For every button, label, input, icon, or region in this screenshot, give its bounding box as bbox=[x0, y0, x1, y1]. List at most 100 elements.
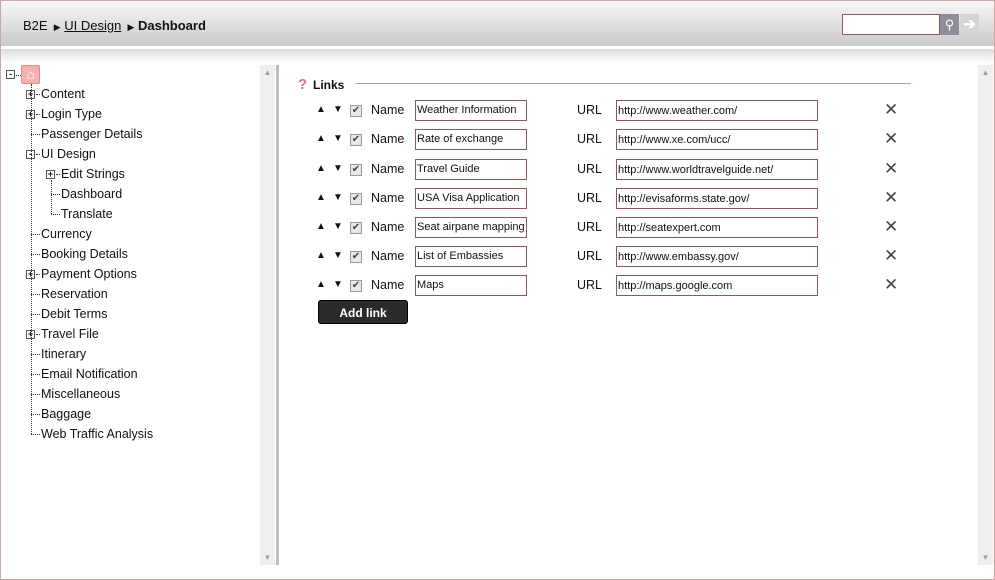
header-shadow bbox=[1, 49, 994, 63]
breadcrumb: B2E ▶ UI Design ▶ Dashboard bbox=[23, 18, 206, 33]
move-down-icon[interactable]: ▼ bbox=[333, 250, 343, 261]
search-input[interactable] bbox=[842, 14, 940, 35]
link-url-input[interactable] bbox=[616, 246, 818, 267]
enabled-checkbox[interactable]: ✔ bbox=[350, 251, 362, 263]
link-url-input[interactable] bbox=[616, 100, 818, 121]
tree-item[interactable]: Payment Options bbox=[41, 267, 137, 281]
link-name-input[interactable]: Seat airpane mapping bbox=[415, 217, 527, 238]
tree-item[interactable]: Login Type bbox=[41, 107, 102, 121]
enabled-checkbox[interactable]: ✔ bbox=[350, 134, 362, 146]
move-down-icon[interactable]: ▼ bbox=[333, 279, 343, 290]
tree-item[interactable]: Debit Terms bbox=[41, 307, 108, 321]
tree-connector bbox=[51, 180, 52, 214]
tree-item[interactable]: Travel File bbox=[41, 327, 99, 341]
scroll-up-icon[interactable]: ▲ bbox=[263, 68, 272, 77]
tree-connector bbox=[31, 394, 40, 395]
breadcrumb-link-ui-design[interactable]: UI Design bbox=[64, 18, 122, 33]
link-url-input[interactable] bbox=[616, 159, 818, 180]
scroll-down-icon[interactable]: ▼ bbox=[263, 553, 272, 562]
delete-icon[interactable]: ✕ bbox=[884, 100, 899, 119]
url-label: URL bbox=[577, 191, 603, 205]
move-up-icon[interactable]: ▲ bbox=[316, 163, 326, 174]
move-up-icon[interactable]: ▲ bbox=[316, 221, 326, 232]
tree-item[interactable]: Passenger Details bbox=[41, 127, 143, 141]
tree-connector bbox=[31, 234, 40, 235]
link-url-input[interactable] bbox=[616, 275, 818, 296]
scroll-down-icon[interactable]: ▼ bbox=[981, 553, 990, 562]
go-button[interactable]: ➔ bbox=[960, 14, 979, 35]
move-up-icon[interactable]: ▲ bbox=[316, 279, 326, 290]
scroll-up-icon[interactable]: ▲ bbox=[981, 68, 990, 77]
link-name-input[interactable]: List of Embassies bbox=[415, 246, 527, 267]
tree-connector bbox=[16, 75, 21, 76]
link-name-input[interactable]: Weather Information bbox=[415, 100, 527, 121]
expander-icon[interactable]: + bbox=[26, 109, 35, 119]
home-icon[interactable]: ⌂ bbox=[21, 65, 40, 84]
move-up-icon[interactable]: ▲ bbox=[316, 250, 326, 261]
tree-item[interactable]: Miscellaneous bbox=[41, 387, 121, 401]
enabled-checkbox[interactable]: ✔ bbox=[350, 164, 362, 176]
tree-item[interactable]: Booking Details bbox=[41, 247, 128, 261]
tree-item[interactable]: Content bbox=[41, 87, 85, 101]
link-url-input[interactable] bbox=[616, 217, 818, 238]
url-label: URL bbox=[577, 103, 603, 117]
tree-connector bbox=[31, 134, 40, 135]
move-down-icon[interactable]: ▼ bbox=[333, 133, 343, 144]
tree-item[interactable]: Currency bbox=[41, 227, 92, 241]
enabled-checkbox[interactable]: ✔ bbox=[350, 222, 362, 234]
delete-icon[interactable]: ✕ bbox=[884, 188, 899, 207]
expander-icon[interactable]: + bbox=[46, 169, 55, 179]
enabled-checkbox[interactable]: ✔ bbox=[350, 193, 362, 205]
tree-item[interactable]: Edit Strings bbox=[61, 167, 125, 181]
url-label: URL bbox=[577, 132, 603, 146]
link-url-input[interactable] bbox=[616, 188, 818, 209]
tree-item[interactable]: UI Design bbox=[41, 147, 96, 161]
section-title: Links bbox=[313, 78, 345, 92]
link-name-input[interactable]: USA Visa Application bbox=[415, 188, 527, 209]
tree-item[interactable]: Web Traffic Analysis bbox=[41, 427, 154, 441]
link-row: ▲ ▼ ✔ Name List of Embassies URL ✕ bbox=[316, 246, 916, 268]
enabled-checkbox[interactable]: ✔ bbox=[350, 105, 362, 117]
link-url-input[interactable] bbox=[616, 129, 818, 150]
right-scrollbar[interactable]: ▲ ▼ bbox=[978, 65, 993, 565]
move-down-icon[interactable]: ▼ bbox=[333, 104, 343, 115]
expander-icon[interactable]: - bbox=[26, 150, 35, 159]
name-label: Name bbox=[371, 278, 405, 292]
link-name-input[interactable]: Maps bbox=[415, 275, 527, 296]
move-up-icon[interactable]: ▲ bbox=[316, 192, 326, 203]
search-button[interactable]: ⚲ bbox=[940, 14, 959, 35]
move-down-icon[interactable]: ▼ bbox=[333, 221, 343, 232]
tree-item[interactable]: Itinerary bbox=[41, 347, 87, 361]
move-up-icon[interactable]: ▲ bbox=[316, 133, 326, 144]
tree-connector bbox=[36, 154, 40, 155]
add-link-button[interactable]: Add link bbox=[318, 300, 408, 324]
move-down-icon[interactable]: ▼ bbox=[333, 192, 343, 203]
delete-icon[interactable]: ✕ bbox=[884, 275, 899, 294]
delete-icon[interactable]: ✕ bbox=[884, 129, 899, 148]
breadcrumb-separator-icon: ▶ bbox=[51, 22, 61, 32]
expander-icon[interactable]: + bbox=[26, 269, 35, 279]
panel-divider[interactable] bbox=[276, 65, 279, 565]
enabled-checkbox[interactable]: ✔ bbox=[350, 280, 362, 292]
move-up-icon[interactable]: ▲ bbox=[316, 104, 326, 115]
delete-icon[interactable]: ✕ bbox=[884, 246, 899, 265]
expander-icon[interactable]: + bbox=[26, 89, 35, 99]
move-down-icon[interactable]: ▼ bbox=[333, 163, 343, 174]
delete-icon[interactable]: ✕ bbox=[884, 159, 899, 178]
left-scrollbar[interactable]: ▲ ▼ bbox=[260, 65, 275, 565]
link-name-input[interactable]: Travel Guide bbox=[415, 159, 527, 180]
tree-item[interactable]: Translate bbox=[61, 207, 113, 221]
tree-item[interactable]: Dashboard bbox=[61, 187, 123, 201]
tree-item[interactable]: Baggage bbox=[41, 407, 92, 421]
expander-icon[interactable]: + bbox=[26, 329, 35, 339]
url-label: URL bbox=[577, 249, 603, 263]
delete-icon[interactable]: ✕ bbox=[884, 217, 899, 236]
link-row: ▲ ▼ ✔ Name Maps URL ✕ bbox=[316, 275, 916, 297]
link-name-input[interactable]: Rate of exchange bbox=[415, 129, 527, 150]
help-icon[interactable]: ? bbox=[298, 76, 308, 93]
collapse-root-icon[interactable]: - bbox=[6, 70, 15, 79]
tree-connector bbox=[51, 214, 60, 215]
magnifier-icon: ⚲ bbox=[944, 17, 955, 32]
tree-item[interactable]: Reservation bbox=[41, 287, 108, 301]
tree-item[interactable]: Email Notification bbox=[41, 367, 138, 381]
